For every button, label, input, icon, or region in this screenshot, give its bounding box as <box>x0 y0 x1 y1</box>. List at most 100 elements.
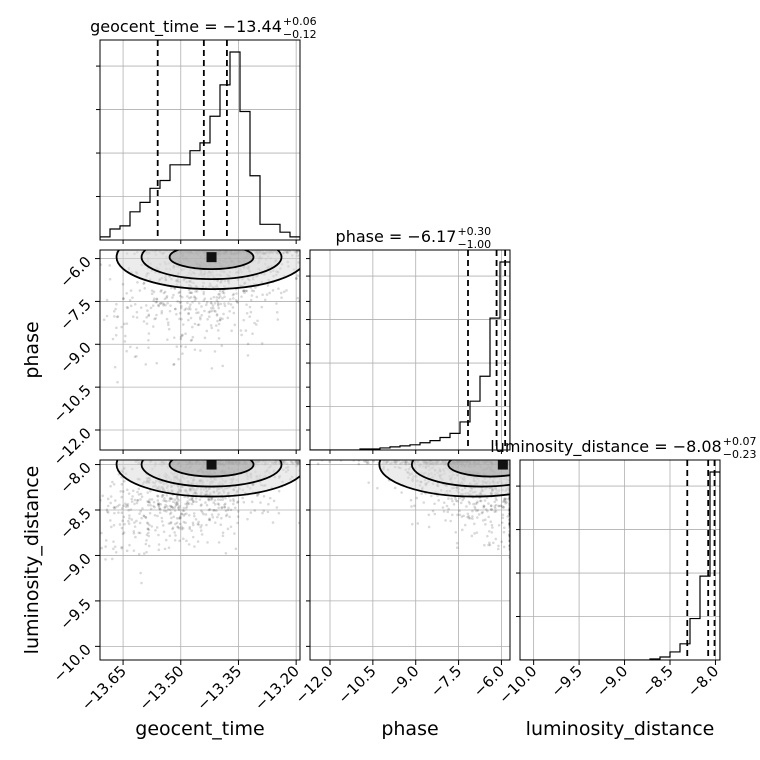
sample-point <box>205 523 208 527</box>
sample-point <box>203 336 207 340</box>
sample-point <box>437 499 440 502</box>
sample-point <box>205 303 208 307</box>
sample-point <box>190 496 193 500</box>
sample-point <box>208 508 212 511</box>
sample-point <box>157 502 160 505</box>
sample-point <box>501 500 505 503</box>
sample-point <box>105 508 109 512</box>
sample-point <box>101 494 105 498</box>
sample-point <box>154 300 158 304</box>
sample-point <box>167 327 171 331</box>
sample-point <box>410 505 413 508</box>
sample-point <box>178 317 181 321</box>
sample-point <box>182 514 186 517</box>
sample-point <box>125 349 128 353</box>
sample-point <box>212 295 216 299</box>
sample-point <box>155 298 159 301</box>
sample-point <box>250 500 254 504</box>
sample-point <box>147 500 150 504</box>
sample-point <box>147 313 151 317</box>
sample-point <box>171 505 174 509</box>
sample-point <box>503 497 507 501</box>
sample-point <box>503 499 506 503</box>
sample-point <box>120 507 124 510</box>
title-upper-error: +0.07 <box>723 435 757 448</box>
sample-point <box>146 500 149 503</box>
sample-point <box>189 295 193 299</box>
sample-point <box>193 545 196 548</box>
sample-point <box>221 534 225 538</box>
sample-point <box>459 501 463 505</box>
sample-point <box>189 303 192 306</box>
sample-point <box>245 289 249 293</box>
sample-point <box>242 289 246 292</box>
sample-point <box>210 306 213 310</box>
sample-point <box>126 502 130 506</box>
x-tick-label: −8.0 <box>684 662 722 700</box>
sample-point <box>162 302 166 306</box>
sample-point <box>241 289 245 293</box>
sample-point <box>199 349 202 352</box>
sample-point <box>240 333 243 337</box>
sample-point <box>97 337 100 340</box>
sample-point <box>467 500 471 504</box>
y-tick-label: −12.0 <box>50 424 95 469</box>
sample-point <box>153 317 156 321</box>
sample-point <box>192 512 196 515</box>
sample-point <box>180 525 184 529</box>
sample-point <box>172 362 176 366</box>
sample-point <box>147 544 151 548</box>
sample-point <box>165 295 169 298</box>
sample-point <box>482 504 486 508</box>
sample-point <box>213 350 217 353</box>
sample-point <box>139 492 143 496</box>
sample-point <box>218 318 222 322</box>
sample-point <box>482 506 485 509</box>
sample-point <box>501 516 505 520</box>
sample-point <box>366 460 369 463</box>
sample-point <box>131 495 134 498</box>
x-tick-label: −13.20 <box>251 662 303 714</box>
sample-point <box>473 507 477 510</box>
sample-point <box>502 498 506 501</box>
sample-point <box>228 309 231 313</box>
sample-point <box>296 274 300 277</box>
sample-point <box>213 521 217 524</box>
sample-point <box>431 509 435 513</box>
sample-point <box>217 337 221 340</box>
sample-point <box>194 308 198 311</box>
sample-point <box>165 296 168 299</box>
density-contours <box>115 460 300 498</box>
sample-point <box>170 505 173 508</box>
sample-point <box>186 501 189 505</box>
sample-point <box>451 499 454 503</box>
sample-point <box>160 516 164 520</box>
sample-point <box>136 498 140 502</box>
sample-point <box>223 304 227 308</box>
sample-point <box>203 309 206 313</box>
sample-point <box>204 501 207 504</box>
sample-point <box>169 505 173 508</box>
sample-point <box>146 491 150 494</box>
sample-point <box>262 509 266 513</box>
sample-point <box>140 495 144 499</box>
sample-point <box>294 276 298 280</box>
sample-point <box>142 514 146 517</box>
sample-point <box>163 505 167 509</box>
sample-point <box>155 300 159 304</box>
sample-point <box>120 526 124 530</box>
sample-point <box>178 517 182 520</box>
sample-point <box>114 333 118 337</box>
sample-point <box>230 329 233 333</box>
sample-point <box>178 290 182 294</box>
sample-point <box>470 534 474 538</box>
sample-point <box>118 503 121 507</box>
sample-point <box>249 298 253 302</box>
sample-point <box>363 460 366 463</box>
sample-point <box>147 531 150 535</box>
sample-point <box>145 539 148 542</box>
sample-point <box>109 519 112 522</box>
sample-point <box>94 511 97 514</box>
density-peak <box>497 460 508 470</box>
